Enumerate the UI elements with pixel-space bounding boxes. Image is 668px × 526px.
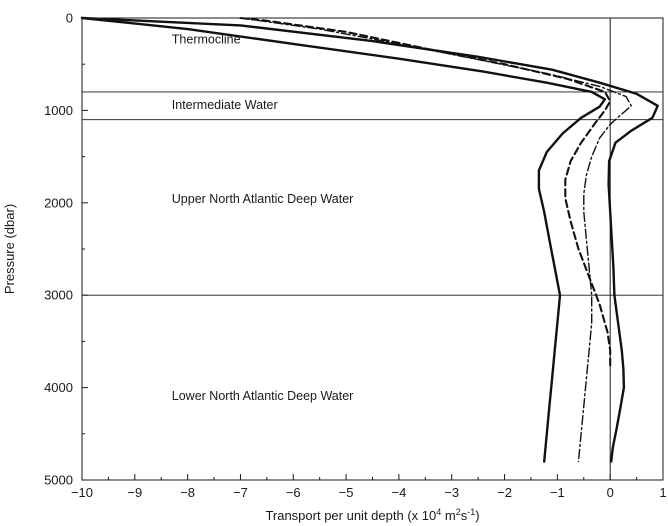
reference-lines [82, 18, 663, 480]
x-tick-label: −3 [444, 485, 459, 500]
series-layer [80, 16, 659, 463]
series-line-dash-dot [239, 17, 632, 463]
x-tick-label: 0 [607, 485, 614, 500]
plot-frame [81, 17, 664, 481]
x-axis-label: Transport per unit depth (x 104 m2s-1) [265, 507, 479, 523]
region-label: Upper North Atlantic Deep Water [172, 192, 354, 206]
x-tick-label: −6 [286, 485, 301, 500]
x-tick-label: 1 [659, 485, 666, 500]
series-line-solid-outer [80, 16, 659, 463]
x-tick-label: −5 [339, 485, 354, 500]
x-tick-label: −9 [127, 485, 142, 500]
x-tick-label: −8 [180, 485, 195, 500]
y-tick-label: 3000 [44, 288, 73, 303]
x-tick-label: −10 [71, 485, 93, 500]
region-label: Thermocline [172, 32, 241, 46]
y-tick-label: 5000 [44, 473, 73, 488]
labels-layer: Thermocline Intermediate Water Upper North… [172, 32, 354, 403]
y-tick-label: 4000 [44, 380, 73, 395]
x-tick-label: −4 [391, 485, 406, 500]
series-line-solid-inner [80, 16, 607, 463]
ticks-layer: −10 −9 −8 −7 −6 −5 −4 −3 −2 −1 0 101000200030004000… [44, 11, 667, 501]
y-tick-label: 0 [66, 11, 73, 26]
x-tick-label: −1 [550, 485, 565, 500]
region-label: Intermediate Water [172, 98, 278, 112]
x-tick-label: −7 [233, 485, 248, 500]
y-tick-label: 1000 [44, 103, 73, 118]
region-label: Lower North Atlantic Deep Water [172, 389, 354, 403]
y-tick-label: 2000 [44, 195, 73, 210]
y-axis-label: Pressure (dbar) [2, 204, 17, 294]
x-tick-label: −2 [497, 485, 512, 500]
series-line-dashed [239, 16, 612, 371]
